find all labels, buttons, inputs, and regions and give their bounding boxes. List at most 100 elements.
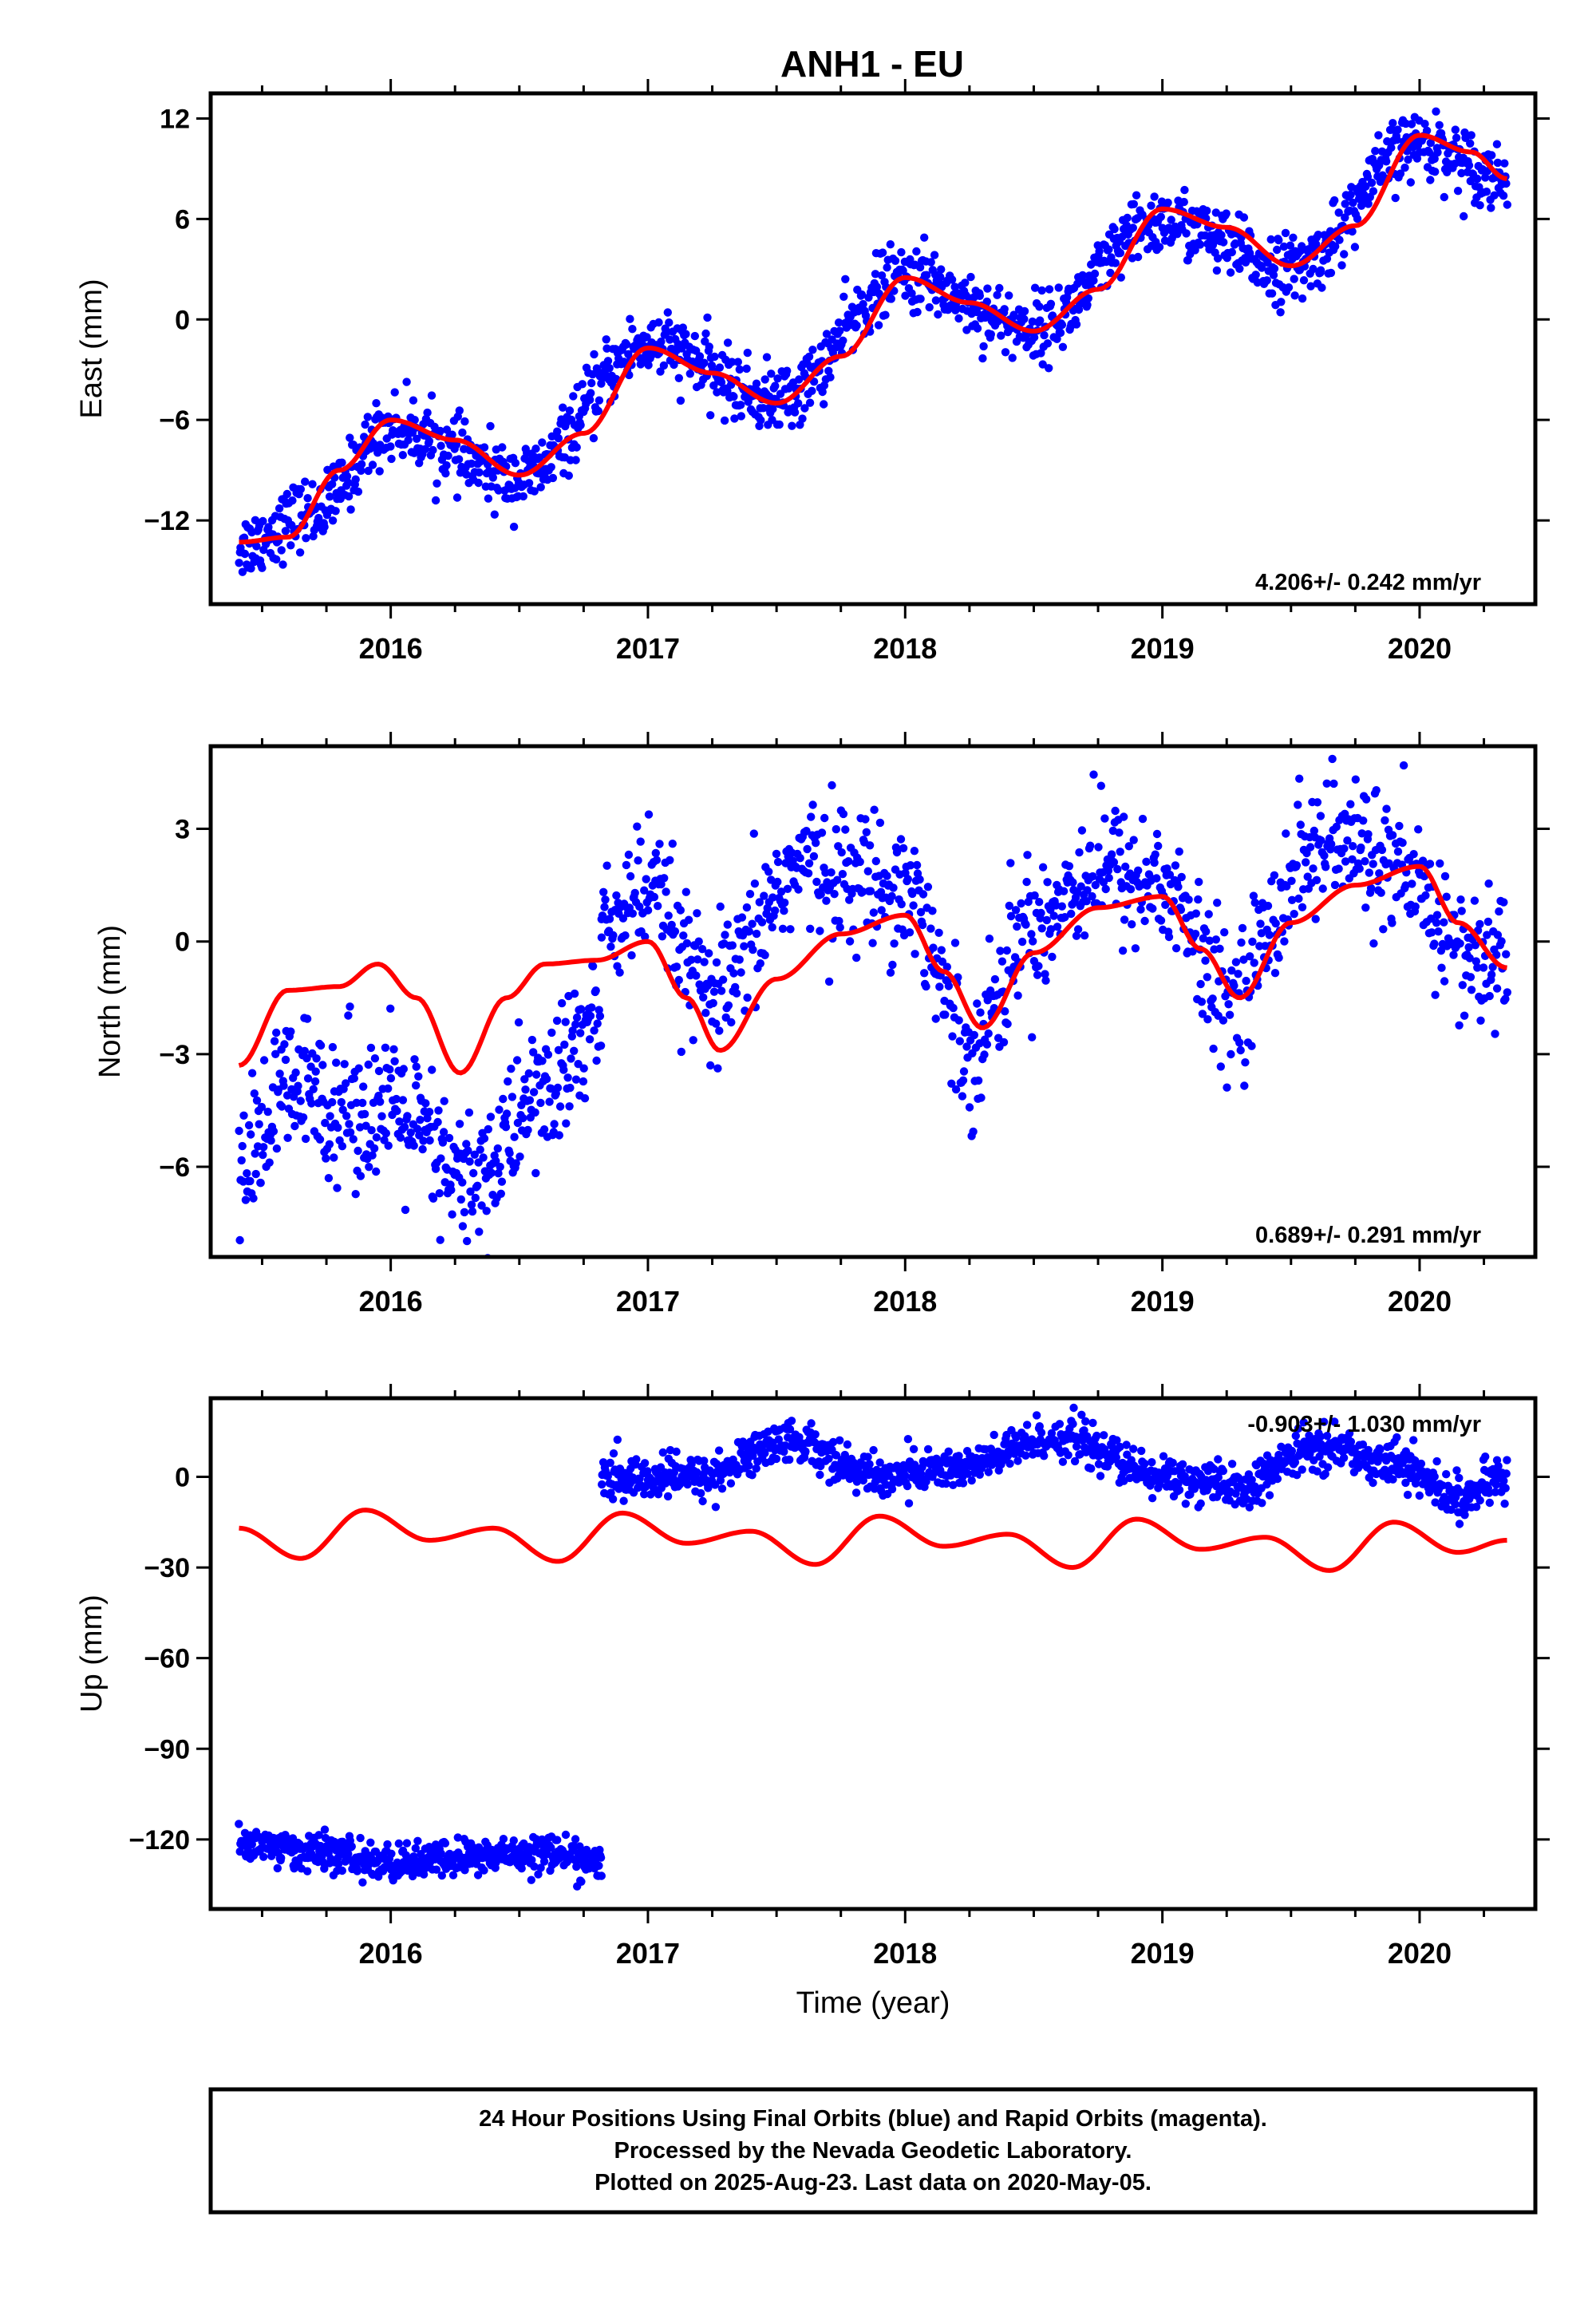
north-data-point — [1436, 859, 1444, 868]
north-data-point — [529, 1088, 539, 1097]
east-data-point — [1443, 168, 1452, 176]
north-data-point — [364, 1060, 373, 1069]
east-data-point — [836, 326, 844, 335]
up-data-point — [654, 1490, 663, 1499]
north-data-point — [912, 860, 922, 870]
up-data-point — [1069, 1420, 1077, 1429]
east-data-point — [387, 454, 396, 464]
east-data-point — [486, 421, 495, 431]
north-data-point — [844, 857, 853, 866]
east-data-point — [723, 386, 732, 395]
north-data-point — [852, 953, 861, 962]
north-data-point — [742, 903, 752, 912]
up-data-point — [1502, 1469, 1511, 1478]
up-data-point — [307, 1849, 316, 1859]
east-data-point — [804, 352, 814, 362]
up-data-point — [865, 1460, 874, 1468]
up-data-point — [714, 1446, 724, 1455]
north-data-point — [312, 1054, 321, 1063]
north-data-point — [837, 848, 846, 857]
east-data-point — [703, 313, 712, 322]
north-data-point — [778, 924, 788, 934]
up-data-point — [539, 1857, 549, 1866]
east-data-point — [1309, 264, 1317, 274]
north-data-point — [504, 1077, 512, 1086]
north-data-point — [597, 933, 606, 942]
east-data-point — [626, 314, 634, 323]
up-data-point — [235, 1820, 243, 1828]
north-data-point — [437, 1154, 445, 1163]
east-data-point — [1095, 247, 1104, 256]
up-data-point — [1403, 1490, 1412, 1500]
north-data-point — [1434, 927, 1443, 936]
north-data-point — [1215, 944, 1224, 954]
north-data-point — [1408, 879, 1416, 888]
north-data-point — [980, 1050, 989, 1059]
east-data-point — [1393, 125, 1402, 134]
north-data-point — [824, 977, 834, 986]
north-data-point — [828, 781, 836, 790]
up-data-point — [1005, 1459, 1014, 1468]
north-data-point — [1219, 1016, 1228, 1025]
east-data-point — [429, 445, 437, 455]
east-data-point — [720, 416, 729, 425]
up-data-point — [277, 1853, 286, 1863]
north-data-point — [949, 1003, 958, 1013]
east-data-point — [458, 428, 467, 437]
east-data-point — [589, 433, 598, 443]
north-data-point — [296, 1097, 305, 1105]
east-data-point — [937, 265, 946, 274]
north-data-point — [833, 875, 842, 884]
north-data-point — [406, 1128, 415, 1137]
north-data-point — [554, 1045, 563, 1055]
north-data-point — [1191, 909, 1201, 918]
east-data-point — [357, 460, 366, 468]
north-data-point — [1294, 800, 1302, 809]
north-data-point — [728, 941, 737, 950]
north-data-point — [1388, 831, 1397, 840]
north-data-point — [1037, 924, 1046, 933]
north-data-point — [838, 870, 847, 879]
north-data-point — [990, 974, 1000, 984]
north-data-point — [302, 1014, 312, 1023]
north-data-point — [700, 958, 709, 966]
up-data-point — [944, 1447, 953, 1456]
north-data-point — [737, 913, 747, 922]
north-data-point — [517, 1101, 526, 1110]
north-data-point — [352, 1098, 361, 1108]
north-data-point — [1230, 981, 1238, 990]
up-data-point — [402, 1839, 412, 1848]
north-data-point — [1332, 822, 1341, 832]
north-data-point — [806, 924, 815, 934]
north-data-point — [630, 888, 639, 898]
east-data-point — [1150, 192, 1159, 201]
north-data-point — [1113, 864, 1122, 874]
east-data-point — [978, 354, 987, 363]
north-data-point — [633, 822, 642, 831]
north-data-point — [1328, 754, 1337, 764]
north-data-point — [395, 1117, 404, 1126]
north-data-point — [275, 1069, 284, 1078]
north-data-point — [835, 916, 843, 926]
up-data-point — [273, 1863, 282, 1873]
north-data-point — [802, 827, 811, 836]
north-data-point — [745, 927, 753, 936]
east-data-point — [363, 413, 372, 421]
east-data-point — [925, 302, 934, 312]
north-data-point — [1365, 868, 1374, 877]
east-data-point — [1083, 300, 1092, 310]
north-data-point — [634, 856, 642, 865]
east-data-point — [794, 399, 803, 408]
north-data-point — [760, 891, 768, 900]
north-data-point — [664, 911, 673, 920]
east-data-point — [282, 489, 291, 499]
north-data-point — [839, 809, 848, 819]
east-data-point — [1009, 310, 1018, 319]
east-data-point — [436, 426, 444, 436]
east-data-point — [565, 406, 575, 415]
north-data-point — [555, 1102, 565, 1111]
east-data-point — [795, 375, 804, 384]
north-data-point — [496, 1189, 505, 1199]
up-data-point — [693, 1468, 701, 1477]
